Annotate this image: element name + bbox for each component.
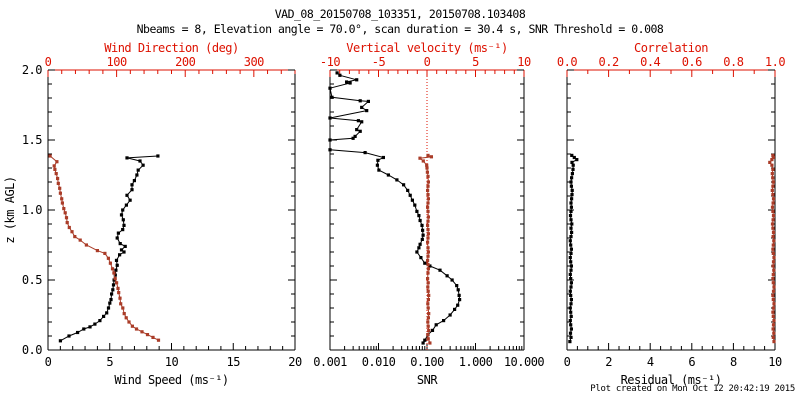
y-tick-label: 1.0 [22,203,42,217]
correlation-points [768,153,776,344]
top-tick-label: 0.4 [640,55,660,69]
wind-speed-line [60,155,158,342]
top-tick-label: 0 [424,55,431,69]
top-tick-label: -10 [320,55,340,69]
x-tick-label: 0.010 [362,355,396,369]
x-tick-label: 10 [165,355,179,369]
plot-title: VAD_08_20150708_103351, 20150708.103408 [274,7,526,21]
y-axis-title: z (km AGL) [3,176,17,243]
x-tick-label: 5 [106,355,113,369]
snr-line [329,72,461,344]
top-tick-label: -5 [372,55,386,69]
top-tick-label: 1.0 [765,55,785,69]
x-tick-label: 20 [288,355,302,369]
residual-points [568,153,579,344]
x-tick-label: 4 [647,355,654,369]
snr-points [328,71,462,345]
vertical-velocity-line [418,154,434,344]
top-tick-label: 5 [472,55,479,69]
y-tick-label: 2.0 [22,63,42,77]
x-tick-label: 0.001 [313,355,347,369]
x-tick-label: 15 [227,355,241,369]
y-tick-label: 1.5 [22,133,42,147]
x-tick-label: 10.000 [504,355,545,369]
x-tick-label: 10 [768,355,782,369]
top-tick-label: 300 [244,55,264,69]
top-axis-title: Correlation [634,41,708,55]
top-tick-label: 0 [45,55,52,69]
x-tick-label: 0.100 [410,355,444,369]
x-tick-label: 2 [605,355,612,369]
top-tick-label: 100 [107,55,127,69]
snr-panel: 0.001 0.010 0.100 1.000 10.000 SNR -10 -5 0 5 10 Ve… [313,41,545,387]
x-tick-label: 1.000 [459,355,493,369]
top-axis-title: Wind Direction (deg) [104,41,239,55]
top-tick-label: 200 [175,55,195,69]
x-tick-label: 0 [564,355,571,369]
wind-panel: 0 5 10 15 20 Wind Speed (ms⁻¹) 0 100 200 300 Wind … [3,41,302,387]
x-axis-title: SNR [417,373,438,387]
top-tick-label: 0.6 [682,55,702,69]
wind-speed-points [58,154,160,343]
top-tick-label: 0.8 [723,55,743,69]
top-tick-label: 0.0 [557,55,577,69]
top-tick-label: 10 [517,55,531,69]
wind-direction-points [48,154,161,342]
vertical-velocity-points [418,153,433,345]
residual-panel: 0 2 4 6 8 10 Residual (ms⁻¹) 0.0 0.2 0.4 0.6 0.8 1.0… [557,41,786,387]
y-tick-label: 0.5 [22,273,42,287]
x-tick-label: 6 [688,355,695,369]
plot-subtitle: Nbeams = 8, Elevation angle = 70.0°, sca… [136,22,664,36]
top-tick-label: 0.2 [599,55,619,69]
x-axis-title: Residual (ms⁻¹) [621,373,722,387]
x-tick-label: 0 [45,355,52,369]
plot-created-timestamp: Plot created on Mon Oct 12 20:42:19 2015 [590,384,795,394]
wind-direction-line [49,155,159,341]
top-axis-title: Vertical velocity (ms⁻¹) [346,41,507,55]
x-axis-title: Wind Speed (ms⁻¹) [114,373,228,387]
x-tick-label: 8 [730,355,737,369]
y-tick-label: 0.0 [22,343,42,357]
